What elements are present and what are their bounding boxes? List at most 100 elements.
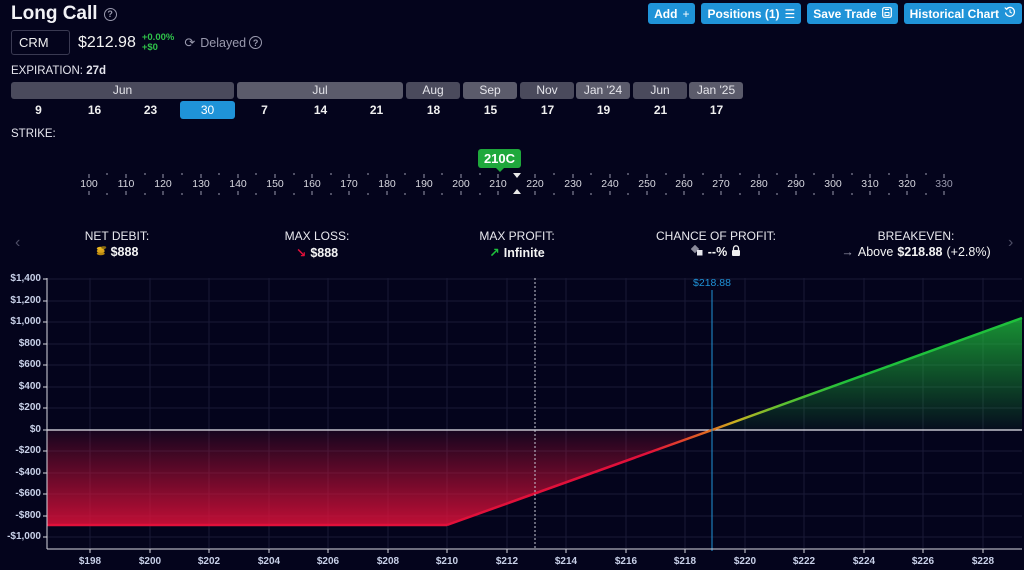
- strike-tick[interactable]: 210: [489, 178, 507, 190]
- add-button[interactable]: Add +: [648, 3, 696, 24]
- max-profit-label: MAX PROFIT:: [479, 229, 555, 243]
- date-option[interactable]: 21: [653, 103, 668, 117]
- strike-tick[interactable]: 320: [898, 178, 916, 190]
- selected-strike-badge[interactable]: 210C: [478, 149, 521, 172]
- strike-tick[interactable]: 130: [192, 178, 210, 190]
- strike-tick[interactable]: 250: [638, 178, 656, 190]
- strike-tick[interactable]: 160: [303, 178, 321, 190]
- strike-tick[interactable]: 260: [675, 178, 693, 190]
- x-tick: $226: [911, 556, 935, 567]
- lock-icon[interactable]: [731, 245, 741, 259]
- save-trade-button[interactable]: Save Trade: [807, 3, 898, 24]
- max-loss-value-row: ↘ $888: [285, 245, 350, 261]
- question-circle-icon[interactable]: ?: [249, 36, 263, 49]
- month-nov[interactable]: Nov: [520, 82, 574, 99]
- delayed-status: Delayed?: [200, 36, 263, 50]
- date-option[interactable]: 23: [143, 103, 158, 117]
- month-jun[interactable]: Jun: [11, 82, 234, 99]
- positions-button[interactable]: Positions (1) ☰: [701, 3, 802, 24]
- arrow-up-right-icon: ↗: [489, 246, 500, 260]
- strike-tick[interactable]: 280: [750, 178, 768, 190]
- breakeven-value-row: → Above $218.88 (+2.8%): [841, 245, 990, 259]
- current-price-marker-top-icon: [513, 173, 521, 178]
- strike-tick[interactable]: 140: [229, 178, 247, 190]
- date-option-selected[interactable]: 30: [180, 101, 235, 119]
- x-tick: $220: [733, 556, 757, 567]
- stat-net-debit: NET DEBIT: $888: [85, 229, 149, 259]
- arrow-right-icon: →: [841, 245, 854, 259]
- date-option[interactable]: 17: [540, 103, 555, 117]
- strike-tick[interactable]: 300: [824, 178, 842, 190]
- y-tick: $400: [18, 381, 41, 392]
- date-option[interactable]: 21: [369, 103, 384, 117]
- save-trade-label: Save Trade: [813, 6, 877, 21]
- dice-icon: [690, 244, 704, 259]
- date-option[interactable]: 9: [35, 103, 42, 117]
- history-icon: [1004, 6, 1016, 21]
- x-tick: $210: [435, 556, 459, 567]
- strike-tick[interactable]: 100: [80, 178, 98, 190]
- svg-text:$218.88: $218.88: [693, 277, 731, 289]
- breakeven-prefix: Above: [857, 245, 894, 259]
- y-tick: -$400: [15, 467, 41, 478]
- historical-chart-label: Historical Chart: [909, 6, 999, 21]
- stat-breakeven: BREAKEVEN: → Above $218.88 (+2.8%): [841, 229, 990, 259]
- x-tick: $228: [971, 556, 995, 567]
- month-jun-24[interactable]: Jun: [633, 82, 687, 99]
- expiration-label: EXPIRATION: 27d: [11, 65, 106, 77]
- ticker-input[interactable]: [11, 30, 70, 55]
- strike-tick[interactable]: 270: [712, 178, 730, 190]
- chevron-left-icon[interactable]: ‹: [15, 234, 21, 251]
- date-option[interactable]: 17: [709, 103, 724, 117]
- question-circle-icon[interactable]: ?: [103, 7, 117, 21]
- strike-tick[interactable]: 220: [526, 178, 544, 190]
- chance-of-profit-value-row: --%: [656, 244, 776, 259]
- stock-price: $212.98: [78, 33, 136, 51]
- strike-tick[interactable]: 150: [266, 178, 284, 190]
- strike-tick[interactable]: 180: [378, 178, 396, 190]
- strike-tick[interactable]: 230: [564, 178, 582, 190]
- net-debit-value-row: $888: [85, 245, 149, 259]
- date-option[interactable]: 18: [426, 103, 441, 117]
- date-option[interactable]: 19: [596, 103, 611, 117]
- x-tick: $212: [495, 556, 519, 567]
- x-tick: $198: [78, 556, 102, 567]
- strike-tick[interactable]: 190: [415, 178, 433, 190]
- date-option[interactable]: 15: [483, 103, 498, 117]
- x-tick: $200: [138, 556, 162, 567]
- change-percent: +0.00%: [141, 31, 175, 43]
- max-profit-value-row: ↗ Infinite: [479, 245, 554, 261]
- month-aug[interactable]: Aug: [406, 82, 460, 99]
- x-tick: $202: [197, 556, 221, 567]
- date-option[interactable]: 16: [87, 103, 102, 117]
- strike-tick[interactable]: 200: [452, 178, 470, 190]
- y-tick: $1,000: [10, 316, 41, 327]
- strike-tick[interactable]: 120: [154, 178, 172, 190]
- y-tick: -$200: [15, 445, 41, 456]
- month-jul[interactable]: Jul: [237, 82, 403, 99]
- month-jan-25[interactable]: Jan '25: [689, 82, 743, 99]
- toolbar: Add + Positions (1) ☰ Save Trade Historica…: [648, 3, 1022, 24]
- month-jan-24[interactable]: Jan '24: [576, 82, 630, 99]
- strike-tick[interactable]: 240: [601, 178, 619, 190]
- date-option[interactable]: 7: [261, 103, 268, 117]
- pnl-chart[interactable]: $218.88 $1,400 $1,200 $1,000 $800 $600 $…: [0, 268, 1024, 570]
- strike-tick[interactable]: 330: [935, 178, 953, 190]
- net-debit-value: $888: [110, 245, 139, 259]
- strike-tick[interactable]: 110: [117, 178, 135, 190]
- y-tick: $800: [18, 338, 41, 349]
- historical-chart-button[interactable]: Historical Chart: [903, 3, 1022, 24]
- y-tick: $1,200: [10, 295, 41, 306]
- plus-icon: +: [682, 6, 690, 21]
- strike-tick[interactable]: 310: [861, 178, 879, 190]
- chevron-right-icon[interactable]: ›: [1008, 234, 1014, 251]
- expiration-title: EXPIRATION:: [11, 65, 83, 77]
- strike-tick[interactable]: 170: [340, 178, 358, 190]
- strike-tick[interactable]: 290: [787, 178, 805, 190]
- month-sep[interactable]: Sep: [463, 82, 517, 99]
- strike-ruler[interactable]: 100 110 120 130 140 150 160 170 180 190 …: [0, 170, 1024, 198]
- date-option[interactable]: 14: [313, 103, 328, 117]
- refresh-icon[interactable]: ⟳: [184, 34, 196, 50]
- coins-icon: [96, 245, 107, 259]
